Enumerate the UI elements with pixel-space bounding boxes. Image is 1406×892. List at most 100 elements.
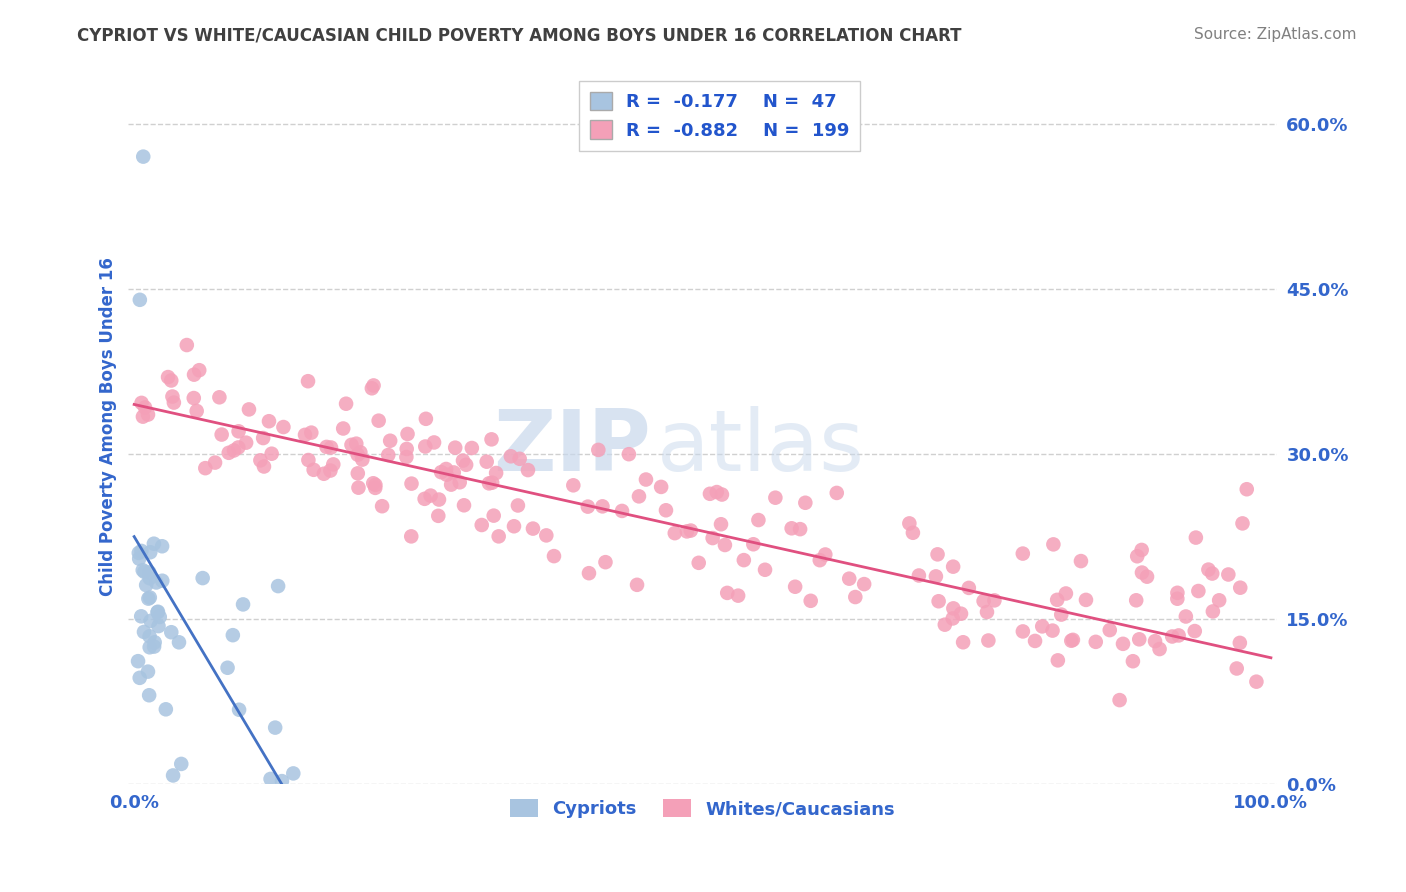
- Point: [396, 427, 419, 442]
- Point: [150, 574, 173, 588]
- Point: [838, 572, 860, 586]
- Point: [395, 442, 418, 456]
- Point: [1236, 482, 1258, 496]
- Point: [346, 467, 368, 481]
- Point: [340, 438, 363, 452]
- Point: [977, 633, 1000, 648]
- Point: [427, 508, 450, 523]
- Point: [706, 485, 728, 500]
- Point: [249, 453, 271, 467]
- Point: [617, 447, 640, 461]
- Point: [733, 553, 755, 567]
- Point: [578, 566, 600, 581]
- Point: [481, 433, 503, 447]
- Point: [714, 538, 737, 552]
- Point: [1011, 624, 1033, 639]
- Point: [844, 590, 866, 604]
- Point: [1011, 547, 1033, 561]
- Point: [319, 441, 342, 455]
- Point: [222, 628, 245, 642]
- Point: [129, 609, 152, 624]
- Point: [259, 772, 281, 786]
- Point: [145, 575, 167, 590]
- Point: [297, 374, 319, 388]
- Point: [1108, 693, 1130, 707]
- Point: [478, 476, 501, 491]
- Point: [299, 425, 322, 440]
- Point: [742, 537, 765, 551]
- Point: [853, 577, 876, 591]
- Point: [238, 402, 260, 417]
- Point: [160, 374, 183, 388]
- Point: [475, 455, 498, 469]
- Point: [1167, 628, 1189, 642]
- Point: [716, 586, 738, 600]
- Text: CYPRIOT VS WHITE/CAUCASIAN CHILD POVERTY AMONG BOYS UNDER 16 CORRELATION CHART: CYPRIOT VS WHITE/CAUCASIAN CHILD POVERTY…: [77, 27, 962, 45]
- Point: [352, 452, 374, 467]
- Point: [747, 513, 769, 527]
- Text: atlas: atlas: [657, 407, 865, 490]
- Point: [634, 473, 657, 487]
- Point: [973, 594, 995, 608]
- Point: [928, 594, 950, 608]
- Point: [794, 496, 817, 510]
- Point: [1136, 569, 1159, 583]
- Point: [294, 428, 316, 442]
- Point: [138, 640, 160, 655]
- Point: [217, 661, 239, 675]
- Point: [908, 568, 931, 582]
- Point: [148, 619, 170, 633]
- Point: [208, 390, 231, 404]
- Point: [789, 522, 811, 536]
- Point: [1166, 586, 1188, 600]
- Point: [1208, 593, 1230, 607]
- Point: [543, 549, 565, 563]
- Point: [1098, 623, 1121, 637]
- Point: [825, 486, 848, 500]
- Point: [1122, 654, 1144, 668]
- Point: [163, 395, 186, 409]
- Point: [401, 476, 423, 491]
- Point: [332, 421, 354, 435]
- Point: [142, 537, 165, 551]
- Point: [1130, 543, 1153, 558]
- Point: [139, 614, 162, 628]
- Point: [814, 548, 837, 562]
- Point: [427, 492, 450, 507]
- Point: [1042, 537, 1064, 551]
- Point: [128, 671, 150, 685]
- Point: [135, 578, 157, 592]
- Point: [228, 425, 250, 439]
- Point: [901, 525, 924, 540]
- Point: [183, 391, 205, 405]
- Point: [128, 546, 150, 560]
- Point: [136, 665, 159, 679]
- Point: [211, 427, 233, 442]
- Point: [191, 571, 214, 585]
- Point: [679, 524, 702, 538]
- Point: [591, 500, 613, 514]
- Point: [1246, 674, 1268, 689]
- Point: [194, 461, 217, 475]
- Point: [346, 448, 368, 462]
- Point: [898, 516, 921, 531]
- Point: [536, 528, 558, 542]
- Point: [188, 363, 211, 377]
- Point: [273, 420, 295, 434]
- Point: [1050, 607, 1073, 622]
- Point: [1046, 653, 1069, 667]
- Point: [808, 553, 831, 567]
- Point: [780, 521, 803, 535]
- Point: [1229, 581, 1251, 595]
- Point: [471, 518, 494, 533]
- Point: [360, 381, 382, 395]
- Point: [976, 605, 998, 619]
- Point: [361, 476, 384, 491]
- Point: [1126, 549, 1149, 564]
- Point: [927, 547, 949, 561]
- Point: [1174, 609, 1197, 624]
- Point: [627, 489, 650, 503]
- Point: [1125, 593, 1147, 607]
- Point: [509, 451, 531, 466]
- Point: [204, 456, 226, 470]
